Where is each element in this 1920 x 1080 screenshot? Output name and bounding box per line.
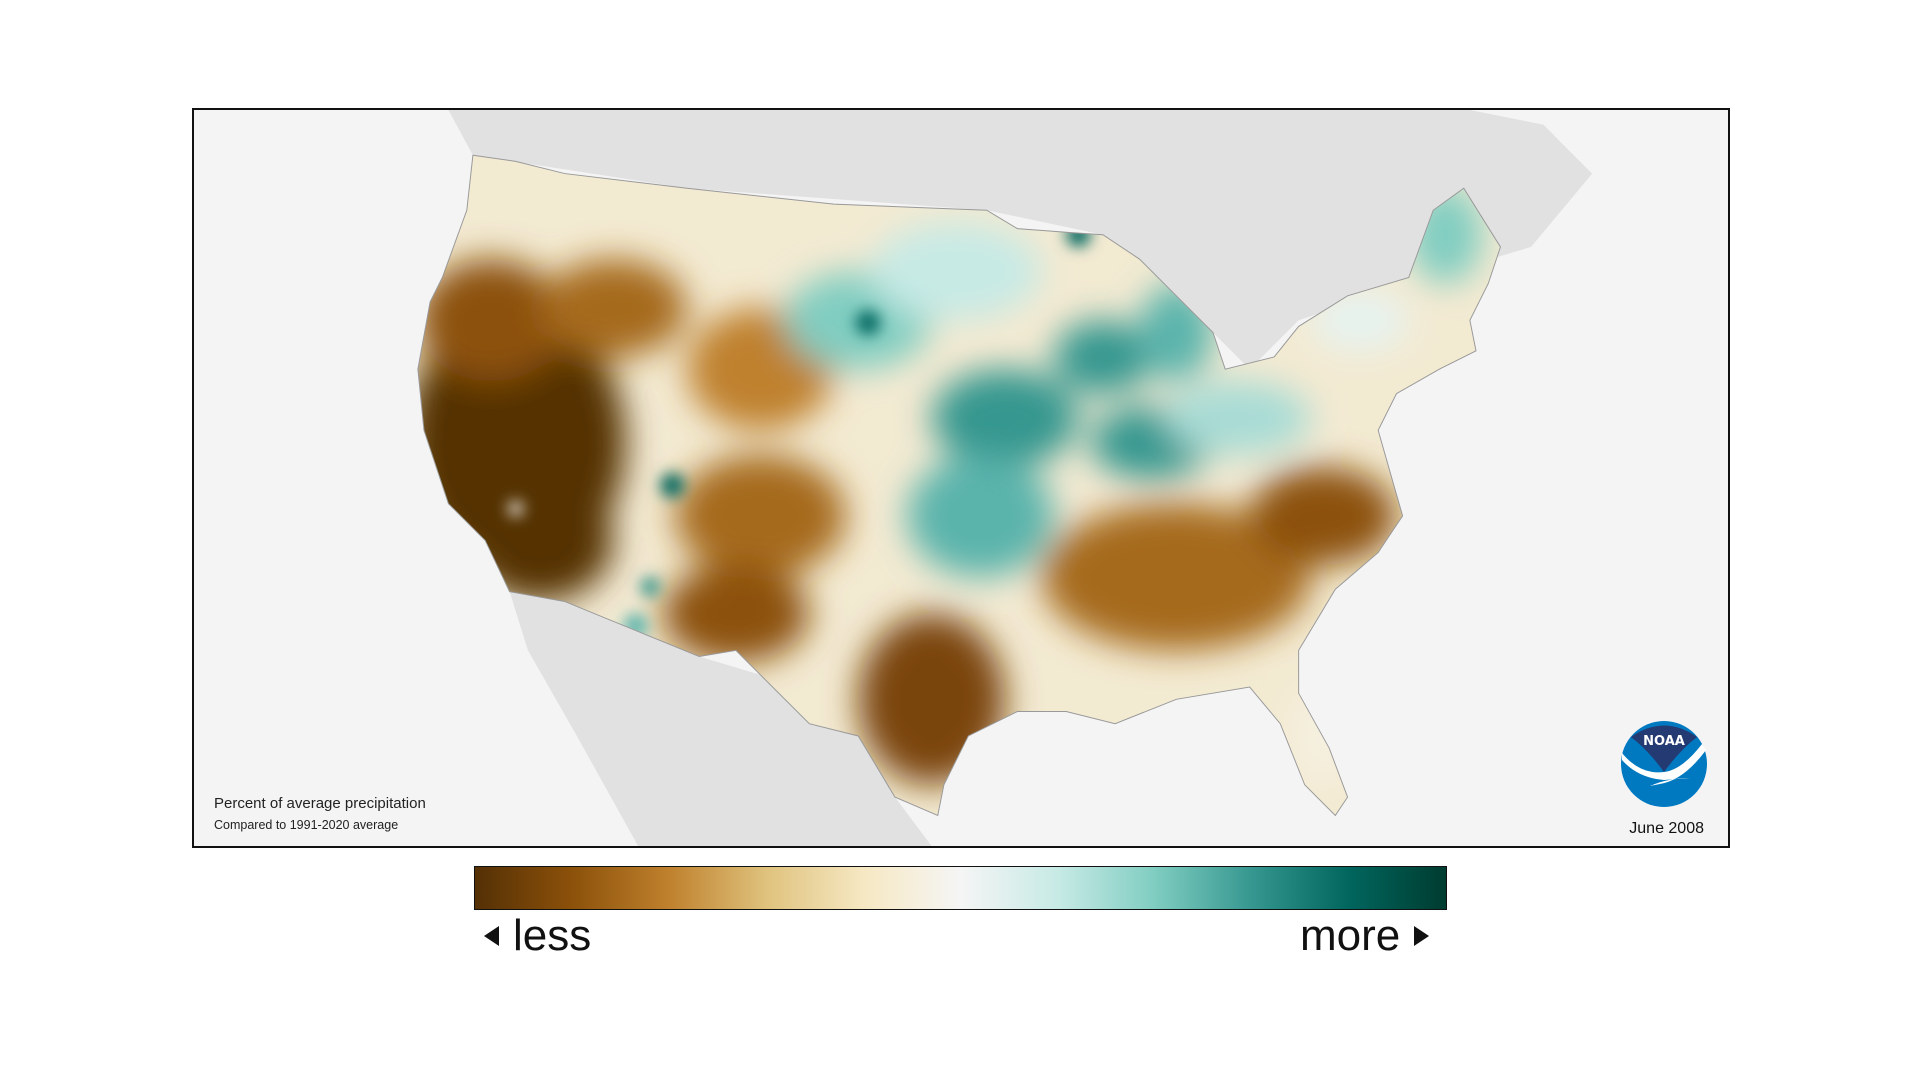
date-label: June 2008 bbox=[1629, 820, 1704, 837]
map-subtitle: Compared to 1991-2020 average bbox=[214, 818, 399, 832]
mexico-landmass bbox=[509, 591, 932, 846]
precipitation-map bbox=[194, 110, 1728, 846]
legend-more: more bbox=[1300, 908, 1430, 964]
arrow-left-icon bbox=[484, 926, 499, 946]
less-label: less bbox=[513, 911, 592, 960]
svg-text:NOAA: NOAA bbox=[1643, 734, 1685, 749]
color-scale-bar bbox=[474, 866, 1447, 910]
more-label: more bbox=[1300, 911, 1401, 960]
legend-less: less bbox=[484, 908, 591, 964]
map-frame: NOAA Percent of average precipitation Co… bbox=[192, 108, 1730, 848]
noaa-logo: NOAA bbox=[1620, 720, 1708, 808]
arrow-right-icon bbox=[1414, 926, 1430, 946]
canada-landmass bbox=[448, 110, 1593, 370]
map-title: Percent of average precipitation bbox=[214, 795, 426, 812]
